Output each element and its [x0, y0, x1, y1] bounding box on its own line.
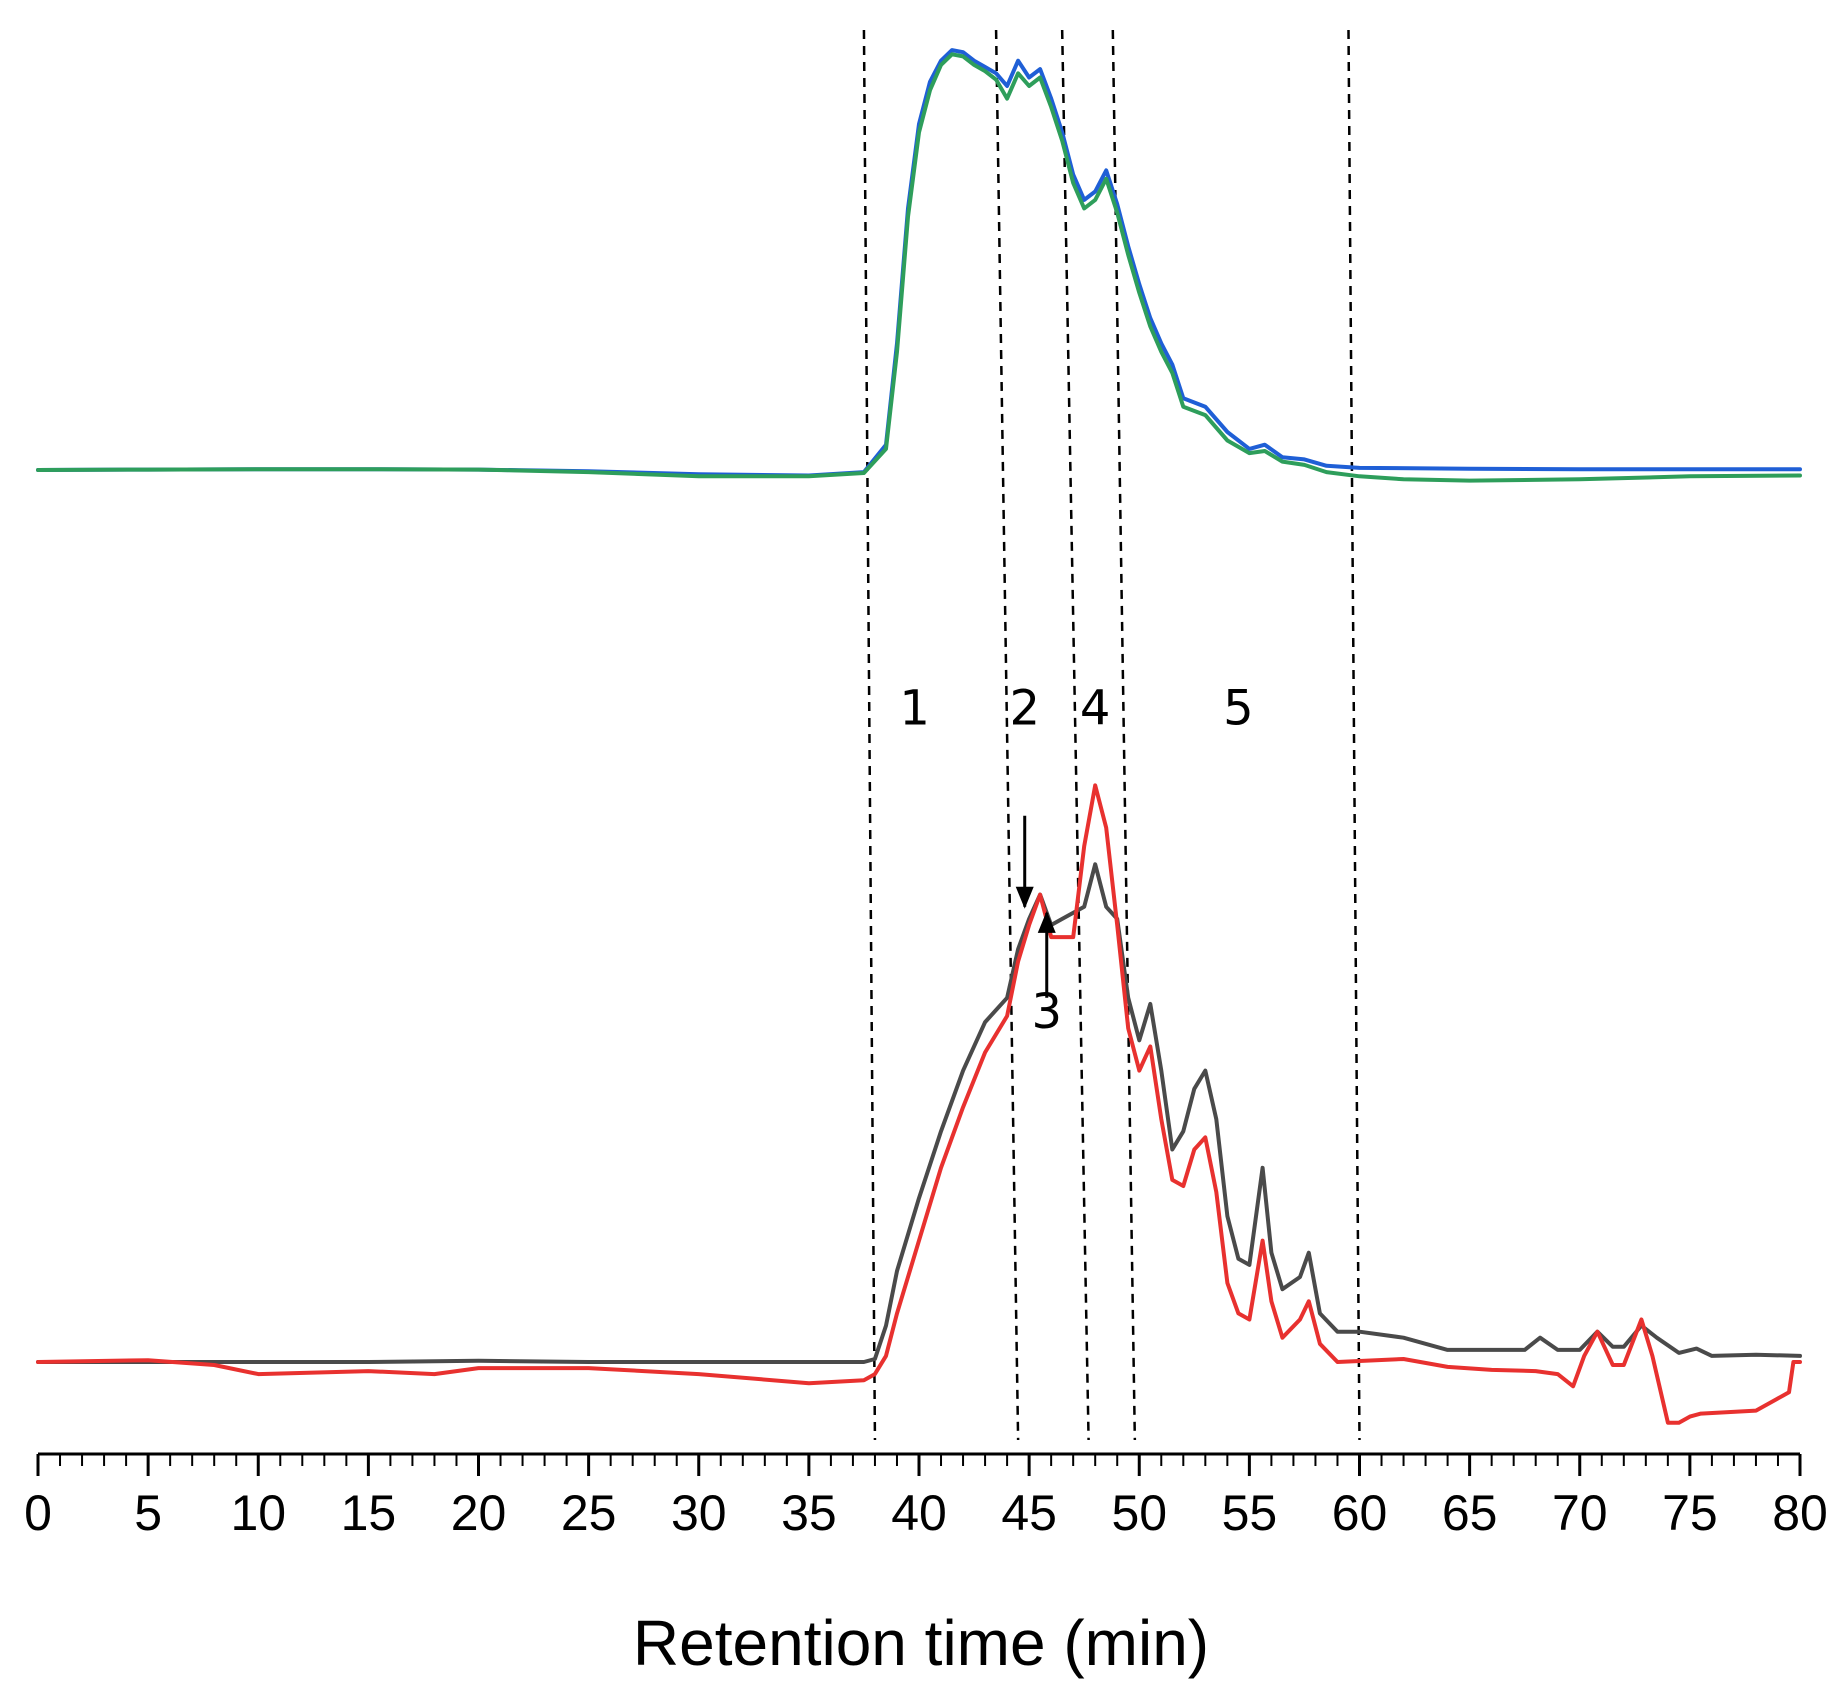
fraction-divider-4 [1111, 29, 1137, 1441]
x-axis-title: Retention time (min) [633, 1607, 1209, 1679]
x-tick-label: 50 [1111, 1485, 1167, 1541]
upper-green-trace [36, 52, 1802, 483]
fraction-divider-3 [1060, 29, 1090, 1441]
lower-red-trace [36, 783, 1802, 1425]
x-tick-label: 15 [341, 1485, 397, 1541]
series-layer [36, 48, 1802, 1425]
fraction-divider-1 [862, 29, 877, 1441]
x-tick-label: 55 [1222, 1485, 1278, 1541]
x-tick-label: 10 [230, 1485, 286, 1541]
annotation-layer: 1 2 4 53 [899, 681, 1253, 1041]
fraction-divider-5 [1347, 29, 1361, 1441]
x-tick-label: 25 [561, 1485, 617, 1541]
x-tick-label: 20 [451, 1485, 507, 1541]
x-tick-label: 5 [134, 1485, 162, 1541]
x-tick-label: 80 [1772, 1485, 1828, 1541]
x-tick-label: 65 [1442, 1485, 1498, 1541]
x-axis: 0 5 10 15 20 25 30 35 40 45 50 55 60 65 70 75 80 [24, 1452, 1828, 1541]
fraction-label-5: 5 [1223, 681, 1254, 737]
x-tick-label: 60 [1332, 1485, 1388, 1541]
fraction-label-1: 1 [899, 681, 930, 737]
arrow-up [1037, 910, 1056, 998]
x-tick-label: 30 [671, 1485, 727, 1541]
x-tick-label: 40 [891, 1485, 947, 1541]
x-tick-label: 70 [1552, 1485, 1608, 1541]
fraction-label-2: 2 [1009, 681, 1040, 737]
lower-dark-gray-trace [36, 862, 1802, 1364]
x-tick-label: 0 [24, 1485, 52, 1541]
arrow-down [1015, 815, 1034, 909]
fraction-label-4: 4 [1080, 681, 1111, 737]
x-tick-label: 45 [1001, 1485, 1057, 1541]
x-tick-label: 75 [1662, 1485, 1718, 1541]
x-tick-label: 35 [781, 1485, 837, 1541]
fraction-divider-2 [994, 29, 1020, 1441]
divider-layer [862, 29, 1361, 1441]
upper-blue-trace [36, 48, 1802, 478]
